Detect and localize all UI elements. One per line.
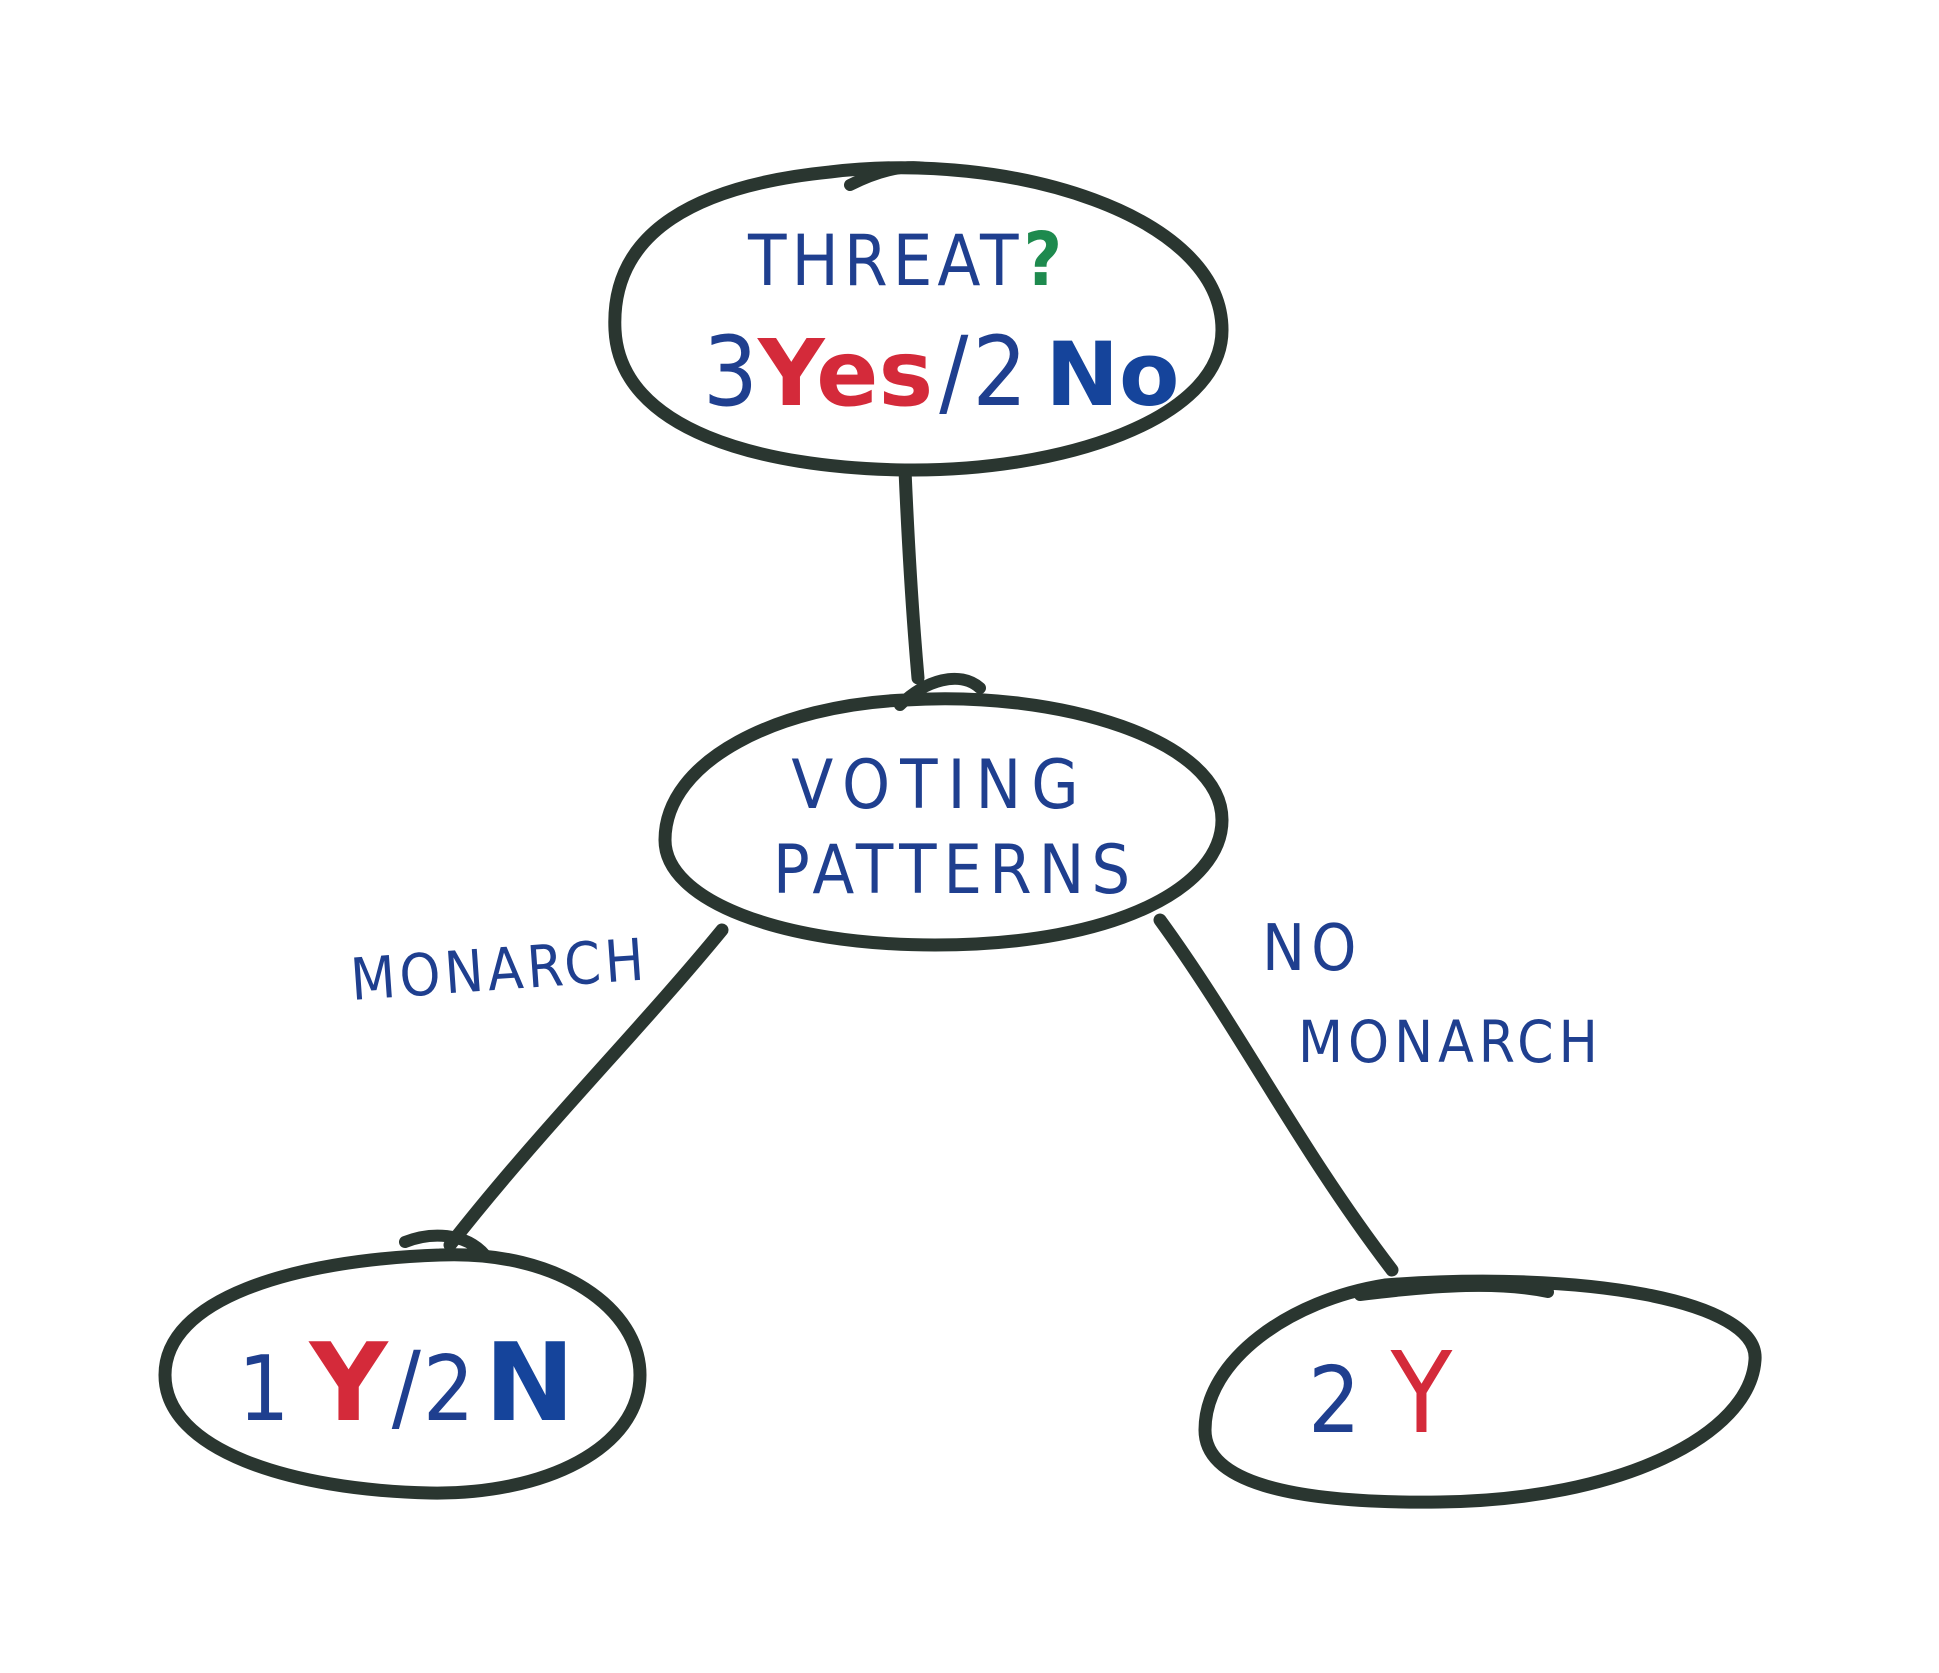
edge-label-no-monarch: MONARCH [1298, 1008, 1603, 1076]
threat-yes-word: Yes [757, 320, 933, 427]
voting-line-2: PATTERNS [773, 831, 1137, 910]
edge-label-monarch: MONARCH [348, 925, 650, 1014]
threat-title: THREAT [747, 220, 1023, 302]
node-threat-outline [608, 161, 1229, 477]
right-leaf-yes-number: 2 [1308, 1347, 1361, 1454]
node-threat-outline-tail [844, 161, 931, 191]
node-voting-outline [658, 692, 1229, 952]
edge-split-to-left-leaf [443, 923, 729, 1252]
threat-separator: / [939, 316, 969, 428]
left-leaf-counts: 1 Y/2N [238, 1321, 575, 1446]
right-leaf-yes-letter: Y [1390, 1329, 1453, 1459]
edge-labels: MONARCH NO MONARCH [348, 912, 1603, 1076]
threat-yes-number: 3 [703, 316, 758, 428]
node-threat: THREAT? 3Yes/2 No [608, 161, 1229, 477]
edge-split-to-right-leaf [1153, 913, 1399, 1277]
voting-line-1: VOTING [791, 746, 1088, 825]
edge-root-to-split [898, 463, 925, 685]
right-leaf-outline-tail [1354, 1279, 1554, 1301]
threat-no-number: 2 [972, 316, 1027, 428]
left-leaf-no-letter: N [484, 1321, 574, 1446]
node-voting-patterns: VOTING PATTERNS [658, 673, 1229, 952]
left-leaf-separator: / [392, 1331, 422, 1443]
edges [443, 463, 1399, 1277]
left-leaf-no-number: 2 [423, 1337, 475, 1442]
edge-label-no: NO [1262, 912, 1362, 986]
left-leaf-outline [158, 1248, 647, 1500]
node-voting-outline-tail [894, 673, 986, 711]
threat-no-word: No [1045, 323, 1179, 426]
right-leaf-outline [1198, 1274, 1762, 1509]
left-leaf-yes-number: 1 [238, 1337, 290, 1442]
threat-title-line: THREAT? [747, 217, 1067, 303]
left-leaf-outline-tail [399, 1229, 491, 1261]
node-left-leaf: 1 Y/2N [158, 1229, 647, 1500]
left-leaf-yes-letter: Y [308, 1321, 390, 1446]
threat-counts-line: 3Yes/2 No [703, 316, 1179, 428]
threat-question-mark: ? [1023, 217, 1067, 303]
